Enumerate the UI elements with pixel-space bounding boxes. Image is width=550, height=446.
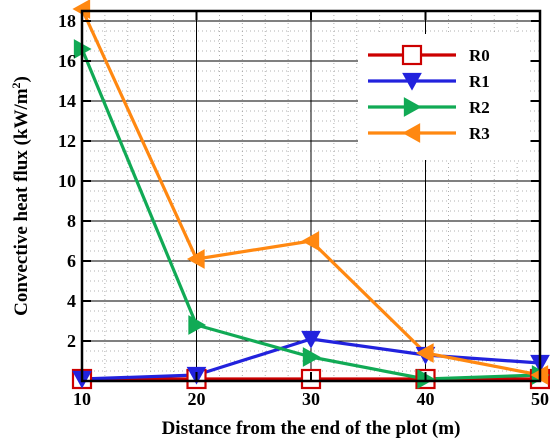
data-point-r2: [188, 315, 207, 335]
y-tick-label: 14: [58, 91, 76, 111]
data-point-r3: [415, 343, 434, 363]
legend-marker-r3: [402, 123, 421, 143]
data-point-r2: [302, 347, 321, 367]
legend-marker-r1: [402, 72, 422, 91]
y-axis-title-close: ): [11, 76, 32, 82]
y-tick-label: 12: [58, 131, 76, 151]
y-axis-title: Convective heat flux (kW/m2): [9, 76, 32, 316]
y-axis-title-main: Convective heat flux (kW/m: [11, 88, 32, 316]
y-tick-label: 10: [58, 171, 76, 191]
y-tick-label: 18: [58, 11, 76, 31]
legend-label-r3: R3: [469, 124, 490, 143]
major-grid: [82, 11, 540, 381]
y-axis-title-sup: 2: [9, 82, 23, 88]
legend: R0 R1 R2 R3: [358, 34, 530, 160]
y-tick-label: 2: [67, 331, 76, 351]
y-tick-label: 4: [67, 291, 76, 311]
y-tick-label: 6: [67, 251, 76, 271]
legend-box: [358, 34, 530, 160]
x-axis-title: Distance from the end of the plot (m): [162, 418, 461, 439]
y-tick-labels: 2 4 6 8 10 12 14 16 18: [58, 11, 76, 351]
x-tick-label: 50: [531, 389, 549, 409]
legend-label-r2: R2: [469, 98, 490, 117]
axis-ticks: [81, 11, 541, 381]
y-tick-label: 8: [67, 211, 76, 231]
x-tick-label: 10: [73, 389, 91, 409]
x-tick-labels: 10 20 30 40 50: [73, 389, 549, 409]
data-point-r3: [301, 231, 320, 251]
legend-label-r1: R1: [469, 72, 490, 91]
legend-marker-r0: [401, 44, 423, 66]
x-tick-label: 40: [417, 389, 435, 409]
legend-marker-r2: [403, 97, 422, 117]
data-point-r3: [186, 249, 205, 269]
x-tick-label: 20: [188, 389, 206, 409]
legend-label-r0: R0: [469, 46, 490, 65]
y-tick-label: 16: [58, 51, 76, 71]
x-tick-label: 30: [302, 389, 320, 409]
data-point-r1: [301, 330, 321, 349]
